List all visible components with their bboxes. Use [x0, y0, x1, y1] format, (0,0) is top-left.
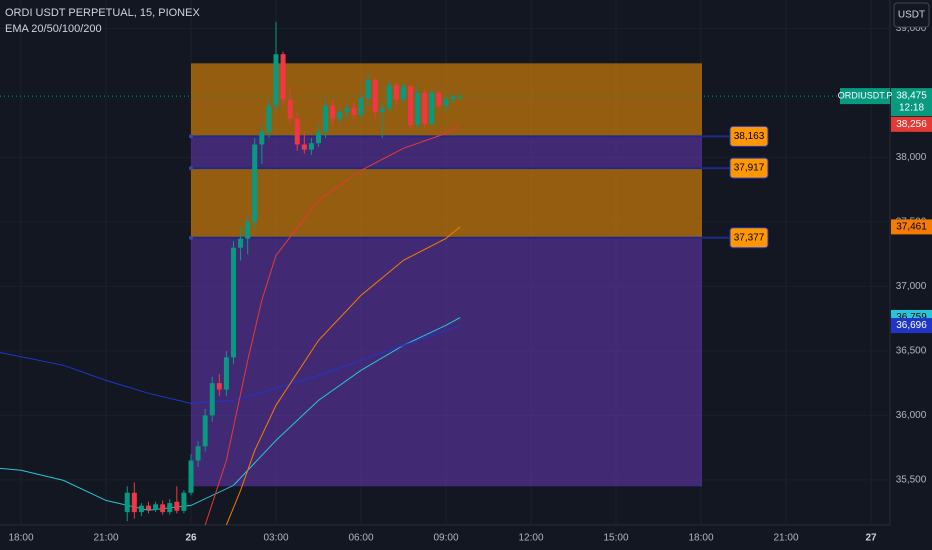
candle-body: [457, 96, 463, 98]
x-tick-label: 27: [865, 533, 877, 544]
candle-body: [138, 505, 144, 513]
candle-body: [209, 383, 215, 416]
candle-body: [273, 54, 279, 106]
level-label-box: [729, 125, 769, 147]
y-tick-label: 35,500: [896, 474, 927, 485]
symbol-box: [840, 88, 890, 105]
candle-body: [344, 108, 350, 113]
level-label: 37,377: [734, 232, 765, 243]
candle-body: [124, 492, 130, 513]
candle-body: [422, 92, 428, 124]
ema-price-label-box: [891, 116, 932, 132]
candle-body: [450, 96, 456, 100]
candle-body: [188, 460, 194, 493]
candle-body: [379, 108, 385, 113]
ema-line: [225, 226, 461, 526]
candle-body: [202, 415, 208, 447]
last-price-label: 38,475: [896, 91, 927, 102]
candle-body: [337, 112, 343, 119]
level-label-box: [729, 157, 769, 179]
ema-price-label: 38,256: [896, 119, 927, 130]
candle-body: [351, 108, 357, 115]
candle-body: [131, 492, 137, 513]
level-handle: [189, 166, 193, 171]
indicator-label: EMA 20/50/100/200: [5, 23, 102, 35]
candle-body: [266, 105, 272, 132]
x-tick-label: 12:00: [518, 533, 543, 544]
x-tick-label: 15:00: [603, 533, 628, 544]
candle-body: [429, 92, 435, 124]
candle-body: [174, 501, 180, 511]
candle-body: [301, 144, 307, 150]
symbol-label: ORDIUSDT.P: [838, 90, 893, 100]
ema-line: [0, 325, 461, 404]
candle-body: [181, 492, 187, 511]
candle-body: [245, 221, 251, 239]
candle-body: [280, 54, 286, 100]
ema-price-label-box: [891, 318, 932, 334]
x-tick-label: 21:00: [93, 533, 118, 544]
countdown-label: 12:18: [899, 103, 924, 114]
candle-body: [401, 86, 406, 100]
x-tick-label: 21:00: [773, 533, 798, 544]
position-zone: [191, 168, 702, 238]
candle-body: [323, 105, 329, 132]
level-label: 38,163: [734, 131, 765, 142]
chart-title: ORDI USDT PERPETUAL, 15, PIONEX: [5, 7, 200, 19]
candle-body: [330, 105, 336, 119]
currency-button[interactable]: [893, 2, 930, 28]
candle-body: [167, 503, 173, 513]
y-tick-label: 38,000: [896, 152, 927, 163]
candle-body: [316, 131, 321, 144]
candle-body: [294, 118, 300, 145]
candle-body: [393, 85, 399, 100]
candle-body: [252, 144, 258, 222]
candle-body: [216, 383, 222, 390]
x-tick-label: 18:00: [688, 533, 713, 544]
candle-body: [259, 131, 265, 145]
candle-body: [358, 98, 364, 115]
candle-body: [408, 86, 414, 126]
candle-body: [146, 505, 151, 510]
y-tick-label: 36,500: [896, 346, 927, 357]
ema-price-label: 37,461: [896, 222, 927, 233]
candle-body: [436, 92, 442, 106]
candle-body: [308, 143, 314, 150]
x-tick-label: 26: [185, 533, 197, 544]
candle-body: [238, 238, 244, 248]
y-tick-label: 39,000: [896, 23, 927, 34]
candle-body: [195, 446, 201, 461]
y-tick-label: 37,000: [896, 281, 927, 292]
level-label: 37,917: [734, 163, 765, 174]
candle-body: [223, 357, 229, 390]
candle-body: [153, 504, 159, 510]
candle-body: [386, 85, 392, 109]
currency-button-label[interactable]: USDT: [898, 10, 925, 21]
candle-body: [415, 92, 421, 126]
ema-price-label: 36,696: [896, 320, 927, 331]
x-tick-label: 18:00: [8, 533, 33, 544]
candle-body: [160, 504, 166, 513]
candle-body: [443, 99, 449, 106]
level-handle: [189, 235, 193, 240]
candle-body: [365, 79, 371, 99]
candle-body: [231, 247, 236, 358]
ema-price-label: 36,759: [896, 312, 927, 323]
last-price-box: [891, 88, 932, 117]
candle-body: [287, 99, 293, 119]
position-zone: [191, 237, 702, 487]
x-tick-label: 09:00: [433, 533, 458, 544]
candle-body: [372, 79, 378, 113]
position-zone: [191, 136, 702, 169]
x-tick-label: 03:00: [263, 533, 288, 544]
ema-price-label-box: [891, 219, 932, 235]
level-label-box: [729, 227, 769, 249]
y-tick-label: 36,000: [896, 410, 927, 421]
ema-line: [204, 123, 461, 526]
level-handle: [189, 134, 193, 139]
x-tick-label: 06:00: [348, 533, 373, 544]
